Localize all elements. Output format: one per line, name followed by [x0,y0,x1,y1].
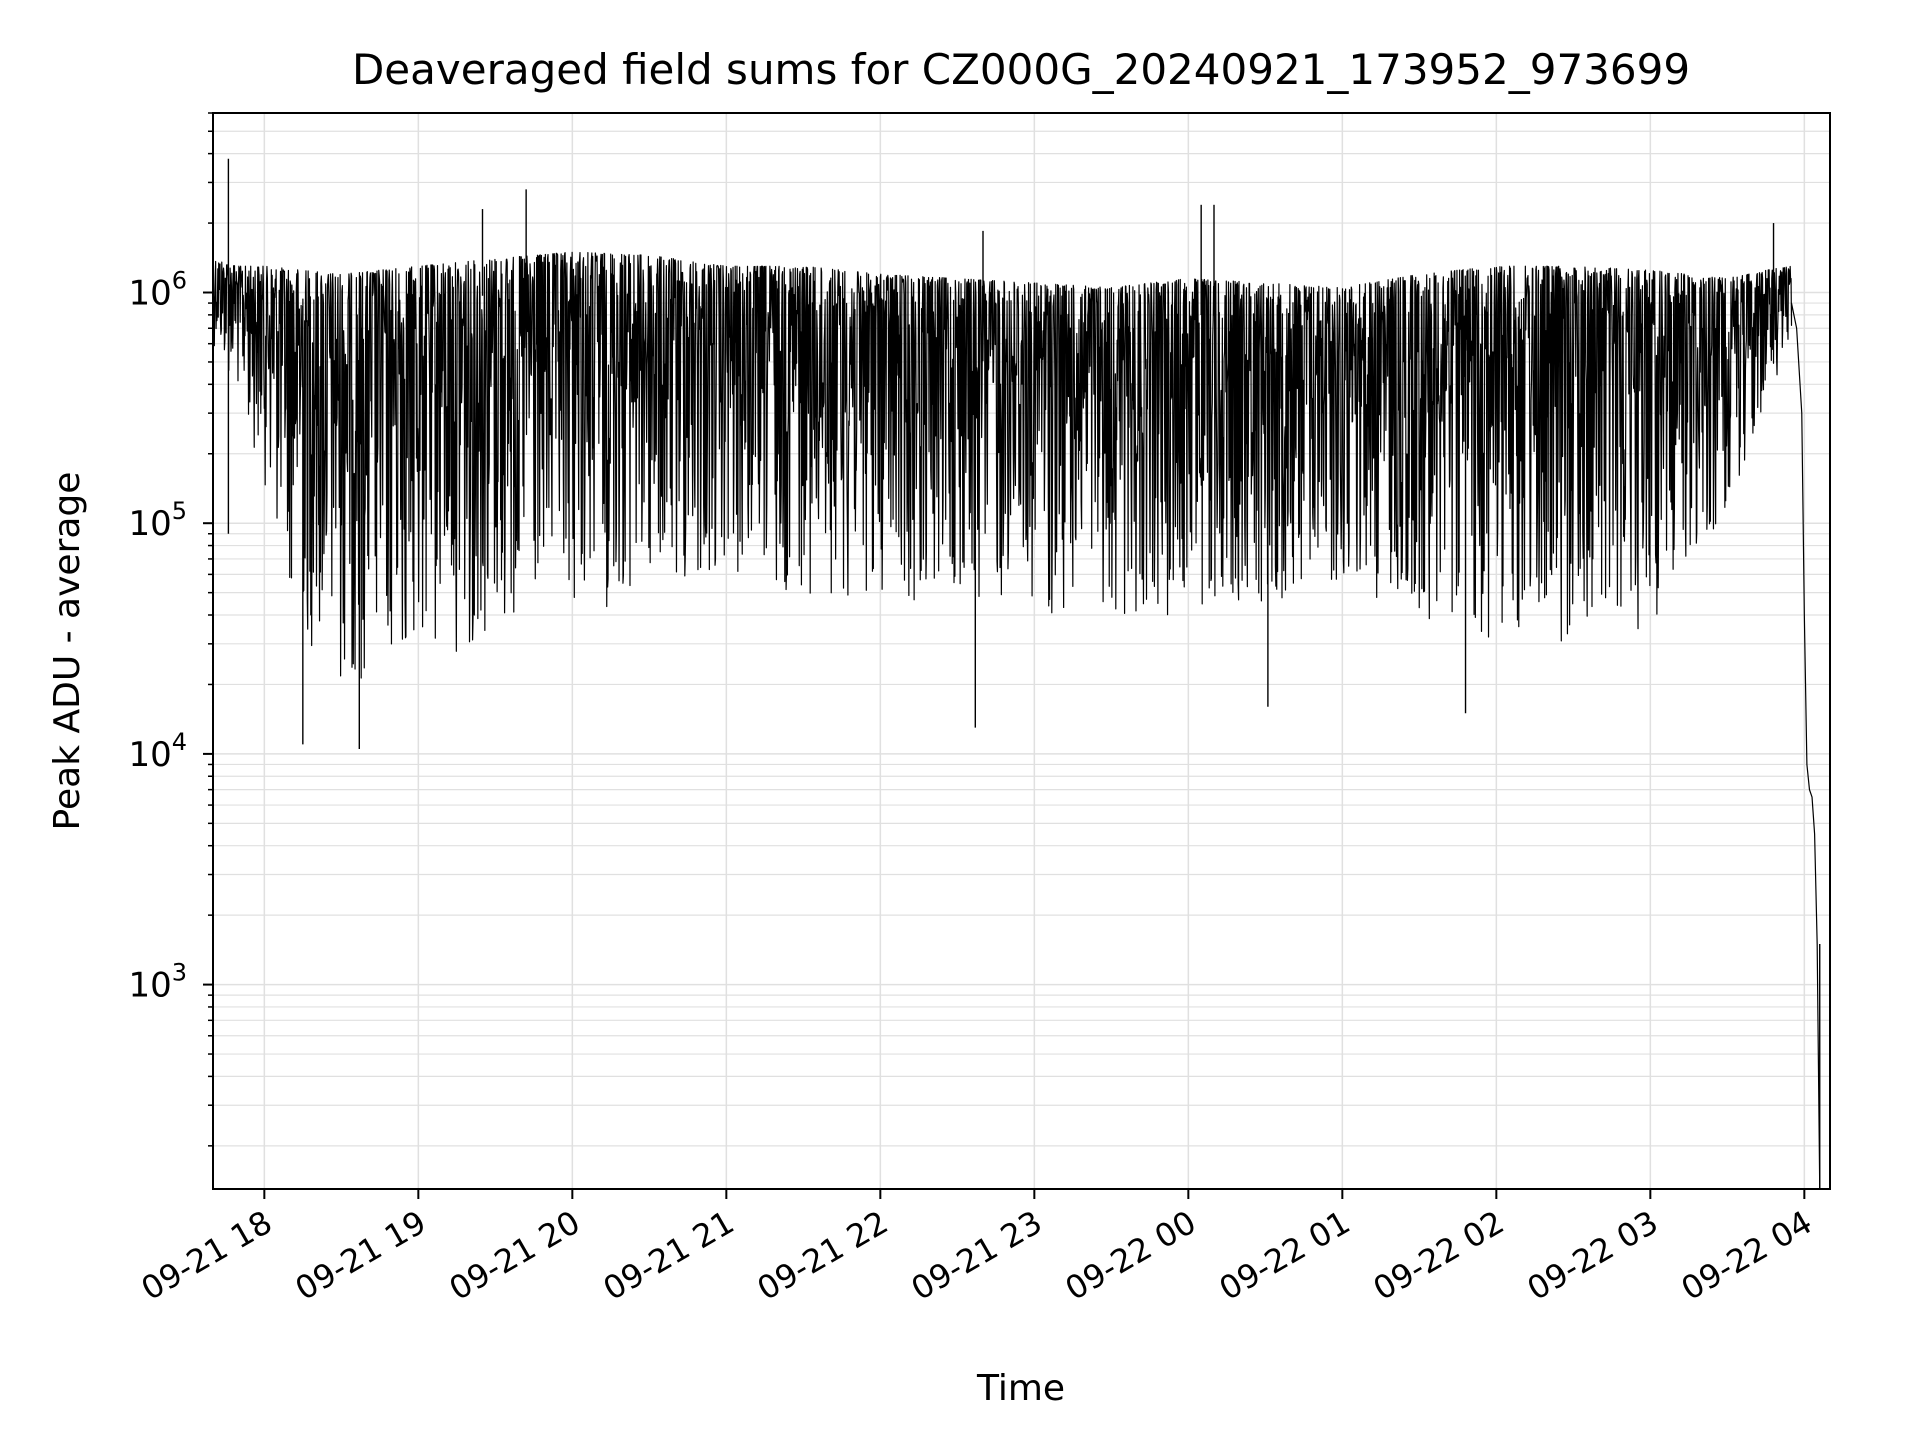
plot-frame [212,112,1831,1190]
y-tick-base: 10 [128,966,171,1006]
y-tick-exponent: 6 [172,267,187,295]
y-tick-label: 105 [128,497,187,544]
y-tick-exponent: 3 [172,959,187,987]
series-line [213,251,1821,1189]
x-axis-label: Time [976,1368,1065,1409]
y-tick-label: 103 [128,959,187,1006]
y-tick-base: 10 [128,274,171,314]
y-tick-label: 104 [128,728,187,775]
y-tick-exponent: 5 [172,497,187,525]
y-tick-exponent: 4 [172,728,187,756]
y-tick-label: 106 [128,267,187,314]
y-axis-label: Peak ADU - average [47,472,88,831]
series-layer [213,158,1821,1189]
y-tick-base: 10 [128,504,171,544]
chart-title: Deaveraged field sums for CZ000G_2024092… [352,45,1690,94]
y-tick-base: 10 [128,735,171,775]
